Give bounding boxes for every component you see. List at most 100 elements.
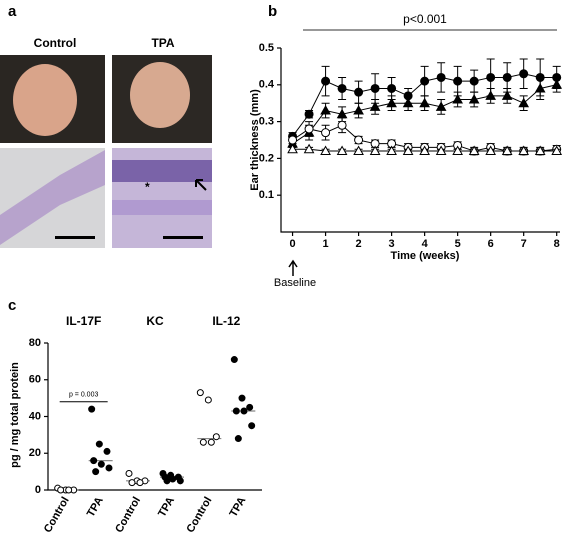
x-tick-label: TPA	[156, 495, 177, 519]
data-point	[97, 460, 105, 468]
data-point	[128, 479, 136, 487]
data-point	[353, 105, 364, 115]
x-tick-label: 7	[521, 238, 527, 250]
data-point	[287, 143, 298, 154]
group-label: IL-17F	[66, 314, 101, 328]
data-point	[199, 438, 207, 446]
scale-bar	[163, 236, 203, 239]
data-point	[304, 109, 314, 119]
column-label: Control	[34, 36, 77, 50]
group-label: KC	[146, 314, 164, 328]
data-point	[105, 464, 113, 472]
data-point	[246, 403, 254, 411]
y-tick-label: 0.5	[259, 42, 274, 54]
x-tick-label: Control	[42, 495, 72, 535]
axis	[47, 343, 262, 491]
data-point	[169, 475, 177, 483]
x-tick-label: TPA	[227, 495, 248, 519]
data-point	[419, 145, 430, 156]
data-point	[212, 433, 220, 441]
x-tick-label: 3	[389, 238, 395, 250]
group-label: IL-12	[212, 314, 240, 328]
data-point	[320, 145, 331, 156]
ear	[13, 64, 77, 136]
data-point	[207, 438, 215, 446]
ear	[130, 62, 190, 128]
data-point	[88, 405, 96, 413]
data-point	[369, 101, 381, 111]
y-tick-label: 40	[29, 410, 41, 422]
data-point	[468, 145, 480, 156]
x-tick-label: 6	[488, 238, 494, 250]
data-point	[90, 457, 98, 465]
tissue	[112, 160, 212, 182]
x-tick-label: Control	[113, 495, 143, 535]
tissue	[112, 200, 212, 215]
x-tick-label: 8	[554, 238, 560, 250]
x-tick-label: 5	[455, 238, 461, 250]
data-point	[321, 76, 331, 86]
significance-label: p = 0.003	[69, 392, 98, 399]
data-point	[353, 145, 364, 156]
data-point	[452, 94, 463, 104]
y-tick-label: 80	[29, 337, 41, 349]
data-point	[336, 145, 348, 156]
data-point	[420, 76, 430, 86]
data-point	[551, 79, 563, 89]
data-point	[303, 143, 315, 154]
data-point	[57, 486, 65, 494]
data-point	[95, 440, 103, 448]
axis	[280, 48, 560, 233]
data-point	[337, 83, 347, 93]
baseline-arrow	[288, 259, 298, 276]
data-point	[502, 72, 512, 82]
x-tick-label: 4	[422, 238, 429, 250]
asterisk: *	[145, 180, 150, 194]
data-point	[230, 356, 238, 364]
x-tick-label: Control	[185, 495, 215, 535]
data-point	[534, 145, 546, 156]
data-point	[103, 447, 111, 455]
panel-label: c	[8, 297, 16, 314]
data-point	[240, 407, 248, 415]
data-point	[518, 97, 530, 108]
y-tick-label: 20	[29, 447, 41, 459]
data-point	[163, 477, 171, 485]
arrow	[195, 179, 207, 191]
data-point	[125, 469, 133, 477]
y-tick-label: 0.3	[259, 116, 274, 128]
data-point	[436, 72, 446, 82]
data-point	[234, 435, 242, 443]
data-point	[435, 101, 447, 111]
x-axis-label: Time (weeks)	[391, 250, 460, 262]
data-point	[386, 145, 397, 156]
x-tick-label: 2	[356, 238, 362, 250]
x-tick-label: 1	[323, 238, 329, 250]
data-point	[468, 94, 480, 104]
y-axis-label: Ear thickness (mm)	[249, 89, 261, 191]
significance-label: p<0.001	[403, 12, 447, 26]
y-tick-label: 60	[29, 374, 41, 386]
data-point	[435, 145, 447, 156]
data-point	[402, 97, 414, 108]
data-point	[288, 135, 298, 145]
data-point	[534, 82, 546, 93]
x-tick-label: TPA	[85, 495, 106, 519]
panel-label: b	[268, 3, 277, 20]
data-point	[354, 87, 364, 97]
data-point	[519, 69, 529, 79]
data-point	[176, 477, 184, 485]
data-point	[386, 97, 397, 108]
y-tick-label: 0.1	[259, 189, 274, 201]
data-point	[518, 145, 530, 156]
data-point	[320, 105, 331, 115]
y-axis-label: pg / mg total protein	[9, 362, 21, 468]
data-point	[238, 394, 246, 402]
data-point	[501, 90, 513, 100]
data-point	[248, 422, 256, 430]
data-point	[485, 90, 497, 100]
data-point	[453, 76, 463, 86]
y-tick-label: 0.2	[259, 152, 274, 164]
y-tick-label: 0.4	[259, 79, 275, 91]
